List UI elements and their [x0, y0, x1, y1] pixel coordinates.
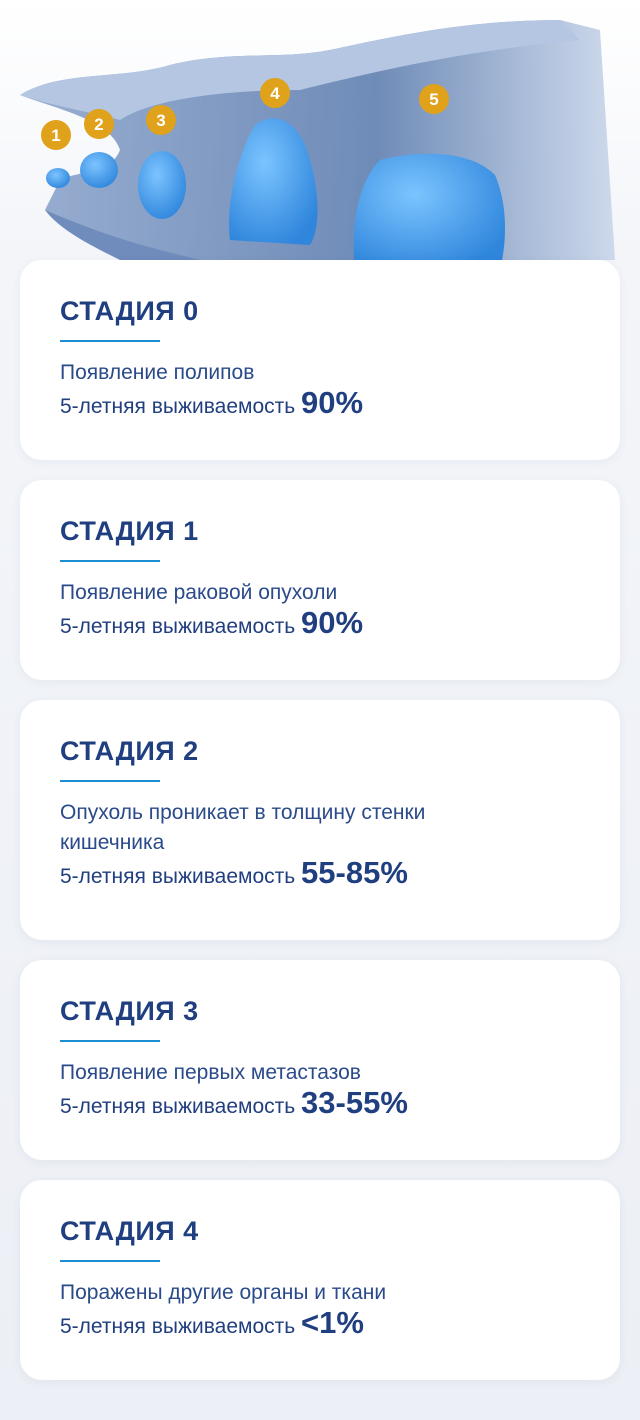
survival-label: 5-летняя выживаемость — [60, 1315, 296, 1338]
stage-title: СТАДИЯ 1 — [60, 516, 199, 546]
colon-polyps-illustration: 1 2 3 4 5 — [20, 20, 615, 270]
divider — [60, 780, 160, 782]
survival-value: 55-85% — [301, 855, 408, 890]
survival-label: 5-летняя выживаемость — [60, 395, 296, 418]
survival-label: 5-летняя выживаемость — [60, 1095, 296, 1118]
stage-markers: 1 2 3 4 5 — [41, 78, 449, 150]
stage-description: Появление первых метастазов — [60, 1061, 361, 1084]
survival-value: 90% — [301, 605, 364, 640]
divider — [60, 340, 160, 342]
stage-description: Появление полипов — [60, 361, 255, 384]
stage-description: Появление раковой опухоли — [60, 581, 338, 604]
svg-text:4: 4 — [270, 84, 280, 103]
stage-card-4: СТАДИЯ 4 Поражены другие органы и ткани … — [20, 1180, 620, 1380]
stage-title: СТАДИЯ 3 — [60, 996, 199, 1026]
polyps — [46, 118, 505, 270]
stage-card-0: СТАДИЯ 0 Появление полипов 5-летняя выжи… — [20, 260, 620, 460]
stage-title: СТАДИЯ 0 — [60, 296, 199, 326]
divider — [60, 560, 160, 562]
stage-title: СТАДИЯ 4 — [60, 1216, 199, 1246]
stage-card-1: СТАДИЯ 1 Появление раковой опухоли 5-лет… — [20, 480, 620, 680]
survival-value: 33-55% — [301, 1085, 408, 1120]
svg-text:5: 5 — [429, 90, 438, 109]
survival-value: <1% — [301, 1305, 364, 1340]
divider — [60, 1260, 160, 1262]
stage-description: Поражены другие органы и ткани — [60, 1281, 387, 1304]
svg-text:2: 2 — [94, 115, 103, 134]
svg-text:3: 3 — [156, 111, 165, 130]
stage-card-3: СТАДИЯ 3 Появление первых метастазов 5-л… — [20, 960, 620, 1160]
stage-description: Опухоль проникает в толщину стенки кишеч… — [60, 801, 426, 854]
survival-label: 5-летняя выживаемость — [60, 615, 296, 638]
stage-card-2: СТАДИЯ 2 Опухоль проникает в толщину сте… — [20, 700, 620, 940]
survival-value: 90% — [301, 385, 364, 420]
svg-text:1: 1 — [51, 126, 60, 145]
divider — [60, 1040, 160, 1042]
stage-title: СТАДИЯ 2 — [60, 736, 199, 766]
survival-label: 5-летняя выживаемость — [60, 865, 296, 888]
